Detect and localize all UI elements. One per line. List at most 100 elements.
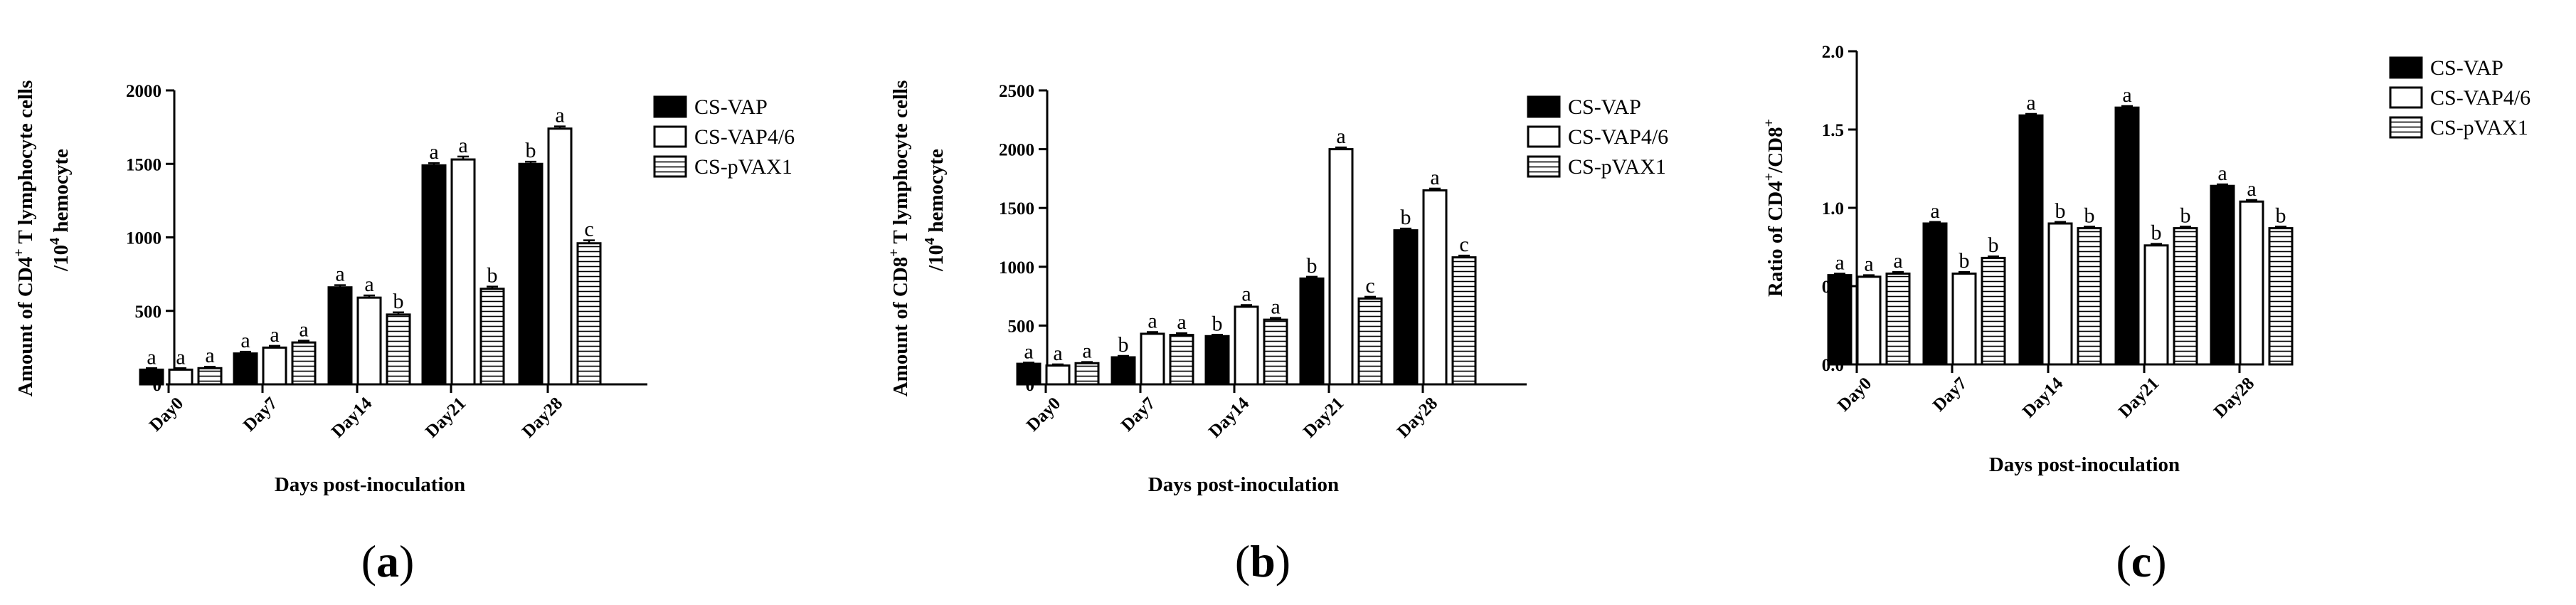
significance-letter: a: [1024, 340, 1033, 363]
significance-letter: b: [2084, 204, 2095, 227]
bar-cs-pvax1-day7: [1169, 334, 1194, 386]
significance-letter: b: [1401, 206, 1411, 229]
significance-letter: b: [2180, 204, 2191, 227]
bar-cs-vap4-6-day7: [262, 346, 287, 386]
significance-letter: b: [1212, 312, 1223, 335]
bar-cs-vap-day7: [1111, 356, 1136, 386]
significance-letter: a: [240, 329, 250, 352]
bar-cs-vap4-6-day21: [1328, 148, 1354, 386]
bar-cs-vap4-6-day28: [1422, 189, 1448, 386]
significance-letter: b: [1307, 254, 1318, 278]
bar-cs-pvax1-day0: [1885, 272, 1911, 366]
y-tick-label: 2000: [126, 82, 161, 101]
significance-letter: a: [1177, 310, 1186, 334]
significance-letter: a: [1893, 249, 1902, 273]
bar-cs-vap-day0: [1827, 274, 1853, 366]
x-tick-label: Day21: [422, 394, 470, 441]
bar-cs-pvax1-day28: [1451, 256, 1477, 386]
bar-cs-pvax1-day14: [2077, 227, 2102, 366]
significance-letter: a: [147, 345, 156, 369]
legend-label: CS-VAP4/6: [2430, 86, 2530, 110]
bar-cs-vap-day21: [1299, 277, 1325, 386]
y-axis-title: Amount of CD8+ T lymphocyte cells: [886, 80, 912, 397]
bar-cs-pvax1-day21: [479, 288, 505, 386]
y-tick-label: 1.0: [1822, 199, 1844, 219]
panel-label: (c): [2116, 536, 2166, 586]
y-tick-label: 2500: [999, 82, 1034, 101]
x-tick-label: Day21: [2115, 374, 2163, 421]
bar-cs-vap4-6-day0: [1856, 275, 1882, 366]
significance-letter: c: [1459, 233, 1468, 256]
panel-label: (b): [1235, 536, 1290, 586]
significance-letter: a: [1864, 253, 1873, 276]
x-tick-label: Day7: [240, 394, 281, 435]
x-axis-title: Days post-inoculation: [1148, 473, 1339, 496]
significance-letter: a: [2122, 83, 2131, 107]
significance-letter: a: [1147, 309, 1157, 332]
bar-cs-vap4-6-day21: [2143, 244, 2169, 366]
significance-letter: a: [429, 140, 438, 164]
bar-cs-vap-day0: [1016, 362, 1041, 386]
bar-cs-pvax1-day21: [1357, 297, 1383, 386]
x-tick-label: Day7: [1929, 374, 1971, 415]
legend-swatch-cs-pvax1: [653, 155, 687, 178]
legend-label: CS-pVAX1: [1568, 155, 1666, 179]
y-tick-label: 1000: [126, 229, 161, 248]
significance-letter: b: [1118, 333, 1129, 357]
bar-cs-vap-day28: [1393, 229, 1419, 386]
y-tick-label: 1000: [999, 258, 1034, 278]
legend-swatch-cs-vap4-6: [1527, 125, 1561, 148]
bar-cs-pvax1-day14: [386, 313, 411, 386]
bar-cs-vap-day7: [1922, 222, 1948, 366]
x-tick-label: Day28: [519, 394, 566, 441]
significance-letter: a: [1835, 251, 1844, 274]
bar-cs-pvax1-day14: [1263, 318, 1288, 386]
significance-letter: a: [299, 318, 308, 342]
significance-letter: a: [2026, 91, 2035, 115]
y-axis-title-line2: /104 hemocyte: [47, 149, 73, 272]
y-axis-title-line2: /104 hemocyte: [922, 149, 948, 272]
x-tick-label: Day14: [2019, 374, 2067, 422]
legend-label: CS-VAP: [694, 95, 768, 119]
significance-letter: a: [2247, 177, 2256, 201]
significance-letter: b: [526, 139, 536, 162]
legend-swatch-cs-vap: [653, 95, 687, 118]
bar-cs-pvax1-day7: [1981, 256, 2006, 366]
legend-swatch-cs-vap4-6: [653, 125, 687, 148]
significance-letter: b: [2151, 221, 2162, 245]
significance-letter: a: [2217, 162, 2227, 185]
legend-swatch-cs-pvax1: [2389, 116, 2423, 139]
bar-cs-vap4-6-day7: [1140, 332, 1165, 386]
bar-cs-vap-day21: [421, 164, 447, 386]
significance-letter: b: [1959, 249, 1970, 273]
significance-letter: a: [1053, 342, 1062, 365]
x-axis-title: Days post-inoculation: [275, 473, 465, 496]
bar-cs-pvax1-day28: [2268, 227, 2294, 366]
x-tick-label: Day0: [146, 394, 187, 435]
significance-letter: a: [1082, 340, 1091, 363]
bar-cs-vap4-6-day0: [1045, 364, 1071, 386]
legend-label: CS-VAP4/6: [1568, 125, 1668, 149]
significance-letter: a: [205, 344, 214, 367]
significance-letter: b: [393, 290, 404, 313]
bar-cs-vap4-6-day14: [2047, 222, 2073, 366]
x-axis-title: Days post-inoculation: [1989, 453, 2180, 476]
significance-letter: c: [584, 218, 593, 241]
bar-cs-vap4-6-day7: [1951, 272, 1977, 366]
y-tick-label: 2000: [999, 141, 1034, 160]
bar-cs-vap-day7: [233, 352, 258, 386]
x-tick-label: Day21: [1300, 394, 1347, 441]
bar-cs-vap-day14: [2018, 114, 2044, 366]
bar-cs-pvax1-day0: [1074, 362, 1100, 386]
y-tick-label: 2.0: [1822, 43, 1844, 62]
significance-letter: a: [176, 345, 185, 369]
bar-cs-vap-day14: [1204, 335, 1230, 386]
significance-letter: b: [2055, 199, 2066, 223]
y-tick-label: 500: [1008, 317, 1035, 336]
bar-cs-vap4-6-day14: [1234, 305, 1259, 386]
bar-cs-vap4-6-day28: [2239, 200, 2264, 366]
x-tick-label: Day28: [1394, 394, 1441, 441]
legend-label: CS-pVAX1: [694, 155, 793, 179]
significance-letter: a: [1271, 295, 1280, 319]
